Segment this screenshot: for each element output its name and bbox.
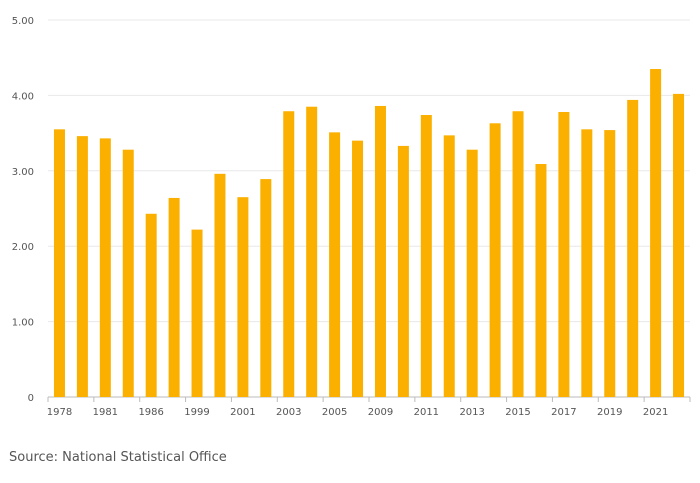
bar [466, 149, 478, 397]
bar [558, 111, 570, 397]
bar [650, 69, 662, 397]
bar [627, 99, 639, 397]
bar [76, 136, 88, 397]
bar [420, 115, 432, 397]
bar-chart: 0 1.00 2.00 3.00 4.00 5.00 1978 1981 1986 1999 200… [12, 16, 691, 418]
y-tick-label: 2.00 [12, 242, 34, 253]
bar [352, 140, 364, 397]
bar [397, 145, 409, 397]
y-tick-label: 0 [28, 393, 34, 404]
bar [329, 132, 341, 397]
x-tick-label: 2019 [597, 407, 622, 418]
x-tick-label: 1978 [47, 407, 72, 418]
bar [122, 149, 134, 397]
bar [99, 138, 111, 398]
bar [443, 135, 455, 397]
x-tick-label: 2001 [230, 407, 255, 418]
bar [489, 123, 501, 397]
bar [604, 130, 616, 398]
x-tick-label: 2013 [459, 407, 484, 418]
bar [306, 106, 318, 398]
x-tick-label: 2021 [643, 407, 668, 418]
bar [53, 129, 65, 397]
bar [512, 111, 524, 397]
x-tick-label: 2017 [551, 407, 576, 418]
bar [535, 164, 547, 397]
x-tick-label: 2003 [276, 407, 301, 418]
bar [237, 197, 249, 397]
x-tick-label: 2015 [505, 407, 530, 418]
y-tick-label: 1.00 [12, 318, 34, 329]
x-tick-label: 2011 [414, 407, 439, 418]
x-tick-label: 2005 [322, 407, 347, 418]
bar [145, 213, 157, 397]
x-tick-label: 1986 [138, 407, 163, 418]
bar [191, 229, 203, 397]
y-tick-label: 4.00 [12, 91, 34, 102]
bar [283, 111, 295, 397]
x-tick-label: 1999 [184, 407, 209, 418]
y-tick-label: 5.00 [12, 16, 34, 27]
x-tick-label: 2009 [368, 407, 393, 418]
bar [168, 197, 180, 397]
bar [581, 129, 593, 397]
bar [374, 105, 386, 398]
x-tick-label: 1981 [93, 407, 118, 418]
bar [673, 93, 685, 397]
bar [214, 173, 226, 397]
y-tick-label: 3.00 [12, 167, 34, 178]
source-note: Source: National Statistical Office [9, 450, 227, 465]
bar [260, 179, 272, 397]
